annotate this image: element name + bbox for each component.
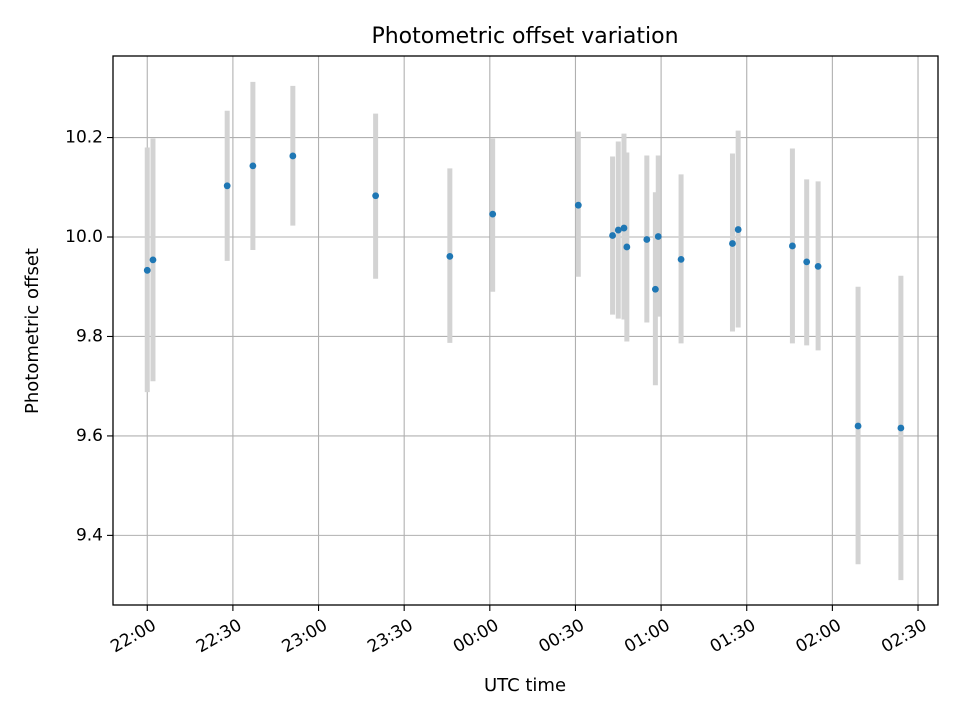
grid — [113, 56, 938, 605]
data-point — [149, 256, 157, 264]
data-point — [372, 192, 380, 200]
x-axis-title: UTC time — [484, 675, 566, 696]
data-point — [289, 152, 297, 160]
data-point — [643, 236, 651, 243]
data-point — [789, 242, 796, 250]
data-point — [651, 285, 659, 293]
y-tick-label: 10.0 — [65, 227, 103, 247]
data-point — [574, 201, 582, 209]
data-point — [654, 233, 662, 240]
data-point — [854, 422, 862, 430]
data-point — [223, 182, 231, 190]
data-point — [734, 226, 742, 233]
data-point — [677, 255, 685, 263]
data-points — [143, 152, 905, 432]
data-point — [620, 224, 628, 232]
data-point — [623, 243, 631, 251]
data-point — [614, 226, 622, 234]
data-point — [143, 266, 151, 274]
data-point — [729, 240, 736, 247]
y-tick-label: 9.8 — [76, 326, 103, 346]
data-point — [446, 253, 454, 260]
data-point — [489, 210, 497, 218]
y-tick-label: 9.4 — [76, 525, 103, 545]
data-point — [897, 424, 905, 432]
y-tick-label: 10.2 — [65, 128, 103, 148]
chart-title: Photometric offset variation — [371, 24, 678, 49]
data-point — [803, 258, 811, 266]
y-axis-ticks: 9.4 9.6 9.8 10.0 10.2 — [65, 128, 113, 545]
data-point — [249, 162, 257, 170]
data-point — [609, 232, 616, 239]
y-tick-label: 9.6 — [76, 426, 103, 446]
data-point — [814, 262, 822, 270]
y-axis-title: Photometric offset — [22, 248, 43, 414]
plot-frame — [112, 55, 939, 606]
